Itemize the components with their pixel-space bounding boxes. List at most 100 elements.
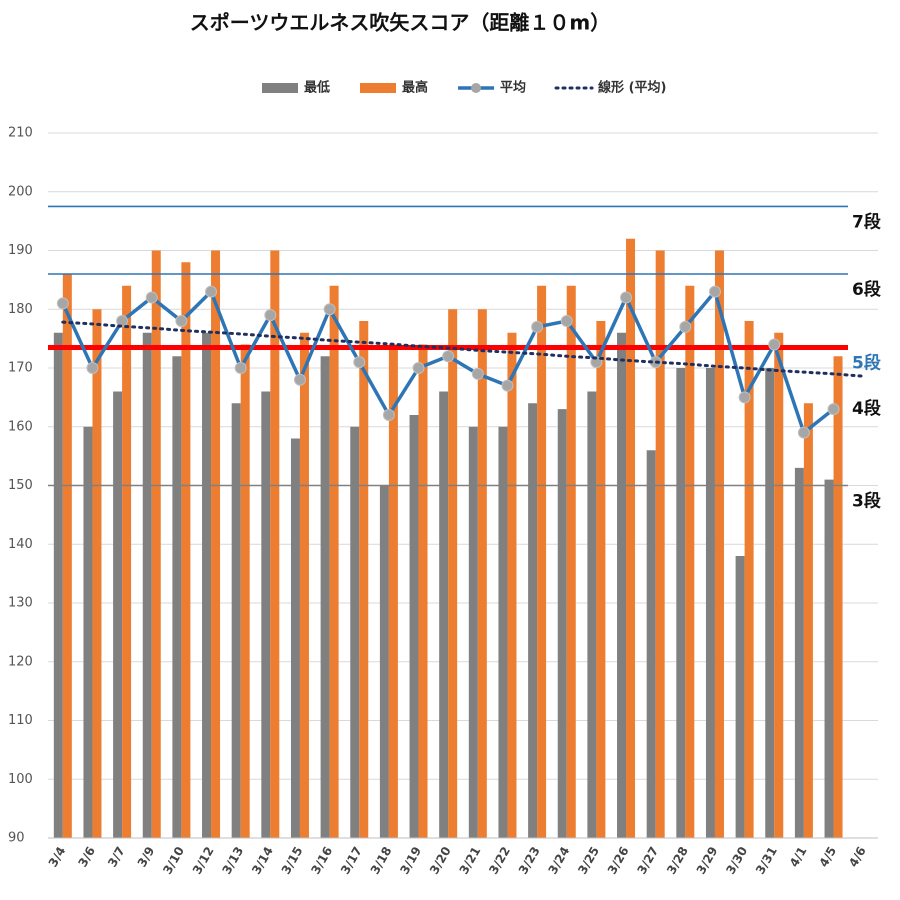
bar	[299, 332, 309, 838]
reference-label: 3段	[852, 491, 881, 512]
y-tick-label: 160	[8, 419, 33, 434]
bar	[231, 403, 241, 838]
bar	[774, 332, 784, 838]
bar	[329, 285, 339, 838]
average-marker	[501, 379, 514, 392]
x-tick-label: 3/29	[694, 844, 721, 876]
y-tick-label: 130	[8, 596, 33, 611]
reference-label: 7段	[852, 211, 881, 232]
y-tick-label: 150	[8, 478, 33, 493]
y-tick-label: 180	[8, 302, 33, 317]
reference-label: 6段	[852, 279, 881, 300]
bar	[646, 450, 656, 838]
y-tick-label: 90	[8, 831, 25, 846]
x-tick-label: 3/18	[368, 844, 395, 876]
bar	[735, 556, 745, 838]
x-tick-label: 3/10	[160, 844, 187, 876]
average-marker	[145, 291, 158, 304]
x-tick-label: 3/26	[605, 844, 632, 876]
x-tick-label: 3/17	[338, 844, 365, 876]
x-tick-label: 3/14	[249, 844, 276, 876]
x-tick-label: 4/6	[846, 844, 869, 869]
bar	[113, 391, 123, 838]
bar	[498, 426, 508, 838]
bar	[626, 238, 636, 838]
legend-label: 平均	[500, 80, 526, 96]
x-tick-label: 3/27	[634, 844, 661, 876]
average-marker	[442, 350, 455, 363]
bar	[53, 332, 63, 838]
x-tick-label: 3/24	[546, 844, 573, 876]
average-marker	[471, 367, 484, 380]
legend-label: 最高	[402, 80, 428, 96]
y-tick-label: 140	[8, 537, 33, 552]
x-tick-label: 3/9	[135, 844, 158, 869]
y-tick-label: 120	[8, 654, 33, 669]
bar	[566, 285, 576, 838]
bar	[320, 356, 330, 838]
bar	[685, 285, 695, 838]
bar	[142, 332, 152, 838]
average-marker	[412, 362, 425, 374]
bar	[794, 467, 804, 838]
bar	[202, 332, 212, 838]
legend-label: 最低	[304, 80, 330, 96]
bar	[655, 250, 665, 838]
x-tick-label: 3/4	[46, 844, 69, 869]
x-tick-label: 3/6	[75, 844, 98, 869]
y-tick-label: 200	[8, 184, 33, 199]
average-marker	[620, 291, 633, 304]
bar	[744, 321, 754, 838]
bar	[62, 274, 72, 838]
chart-title: スポーツウエルネス吹矢スコア（距離１０m）	[190, 11, 610, 35]
bar	[418, 344, 428, 838]
bar	[528, 403, 538, 838]
bar	[587, 391, 597, 838]
x-tick-label: 3/28	[664, 844, 691, 876]
x-tick-label: 3/16	[308, 844, 335, 876]
average-marker	[56, 297, 69, 310]
bar	[290, 438, 300, 838]
average-marker	[323, 303, 336, 316]
x-tick-label: 3/15	[279, 844, 306, 876]
average-marker	[293, 373, 306, 386]
y-tick-label: 110	[8, 713, 33, 728]
x-tick-label: 3/23	[516, 844, 543, 876]
bar	[172, 356, 182, 838]
bar	[359, 321, 369, 838]
bar	[240, 344, 250, 838]
x-tick-label: 3/31	[753, 844, 780, 876]
x-tick-label: 3/25	[575, 844, 602, 876]
x-tick-label: 4/1	[787, 844, 810, 869]
bar	[92, 309, 102, 838]
reference-label: 4段	[852, 398, 881, 419]
average-marker	[827, 403, 840, 416]
y-tick-label: 170	[8, 361, 33, 376]
bar	[350, 426, 360, 838]
reference-label: 5段	[852, 352, 881, 373]
average-marker	[531, 320, 544, 333]
bar	[617, 332, 627, 838]
bar	[468, 426, 478, 838]
bar	[181, 262, 191, 838]
average-marker	[86, 362, 99, 374]
bar	[803, 403, 813, 838]
bar	[83, 426, 93, 838]
bar	[270, 250, 280, 838]
bar	[261, 391, 271, 838]
x-tick-label: 4/5	[816, 844, 839, 869]
average-marker	[353, 356, 366, 369]
bar	[765, 368, 775, 838]
bar	[705, 368, 715, 838]
bar	[833, 356, 843, 838]
average-marker	[264, 309, 277, 322]
bar	[507, 332, 517, 838]
x-tick-label: 3/13	[219, 844, 246, 876]
legend-swatch	[262, 83, 298, 93]
bar	[409, 415, 419, 838]
x-tick-label: 3/20	[427, 844, 454, 876]
legend-label: 線形 (平均)	[598, 80, 666, 96]
average-marker	[708, 285, 721, 298]
bar	[122, 285, 132, 838]
y-tick-label: 190	[8, 243, 33, 258]
